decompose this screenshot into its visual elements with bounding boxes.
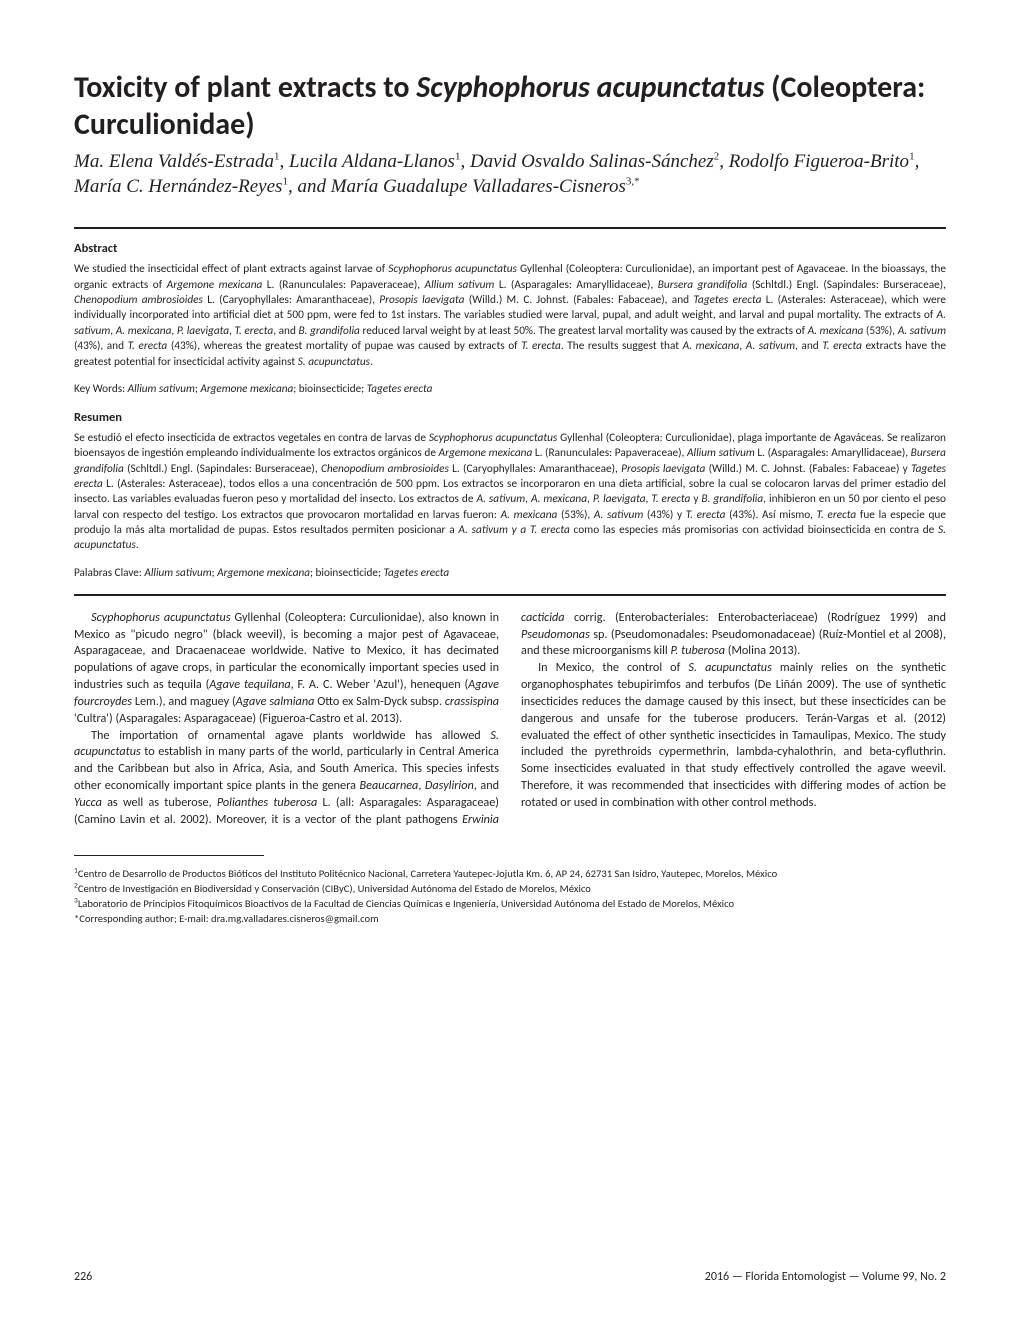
page-footer: 226 2016 — Florida Entomologist — Volume…: [74, 1270, 946, 1284]
authors-list: Ma. Elena Valdés-Estrada1, Lucila Aldana…: [74, 149, 946, 199]
keywords-line: Key Words: Allium sativum; Argemone mexi…: [74, 382, 946, 396]
palabras-body: Allium sativum; Argemone mexicana; bioin…: [144, 566, 449, 580]
affil-2: 2Centro de Investigación en Biodiversida…: [74, 881, 946, 896]
title-species: Scyphophorus acupunctatus: [416, 69, 764, 106]
abstract-heading: Abstract: [74, 241, 946, 256]
affiliation-rule: [74, 855, 264, 856]
keywords-body: Allium sativum; Argemone mexicana; bioin…: [128, 382, 433, 396]
journal-info: 2016 — Florida Entomologist — Volume 99,…: [705, 1270, 946, 1284]
affiliations-block: 1Centro de Desarrollo de Productos Bióti…: [74, 866, 946, 926]
palabras-line: Palabras Clave: Allium sativum; Argemone…: [74, 566, 946, 580]
rule-top: [74, 227, 946, 229]
resumen-body: Se estudió el efecto insecticida de extr…: [74, 431, 946, 554]
body-para-3: In Mexico, the control of S. acupunctatu…: [521, 660, 946, 811]
page-number: 226: [74, 1270, 92, 1284]
article-title: Toxicity of plant extracts to Scyphophor…: [74, 70, 946, 143]
affil-1: 1Centro de Desarrollo de Productos Bióti…: [74, 866, 946, 881]
affil-4: *Corresponding author; E-mail: dra.mg.va…: [74, 911, 946, 926]
resumen-heading: Resumen: [74, 410, 946, 425]
abstract-body: We studied the insecticidal effect of pl…: [74, 262, 946, 370]
body-para-1: Scyphophorus acupunctatus Gyllenhal (Col…: [74, 610, 499, 728]
keywords-label: Key Words:: [74, 382, 128, 396]
body-text: Scyphophorus acupunctatus Gyllenhal (Col…: [74, 610, 946, 829]
affil-3: 3Laboratorio de Principios Fitoquímicos …: [74, 896, 946, 911]
palabras-label: Palabras Clave:: [74, 566, 144, 580]
rule-after-resumen: [74, 594, 946, 596]
title-lead: Toxicity of plant extracts to: [74, 69, 416, 106]
